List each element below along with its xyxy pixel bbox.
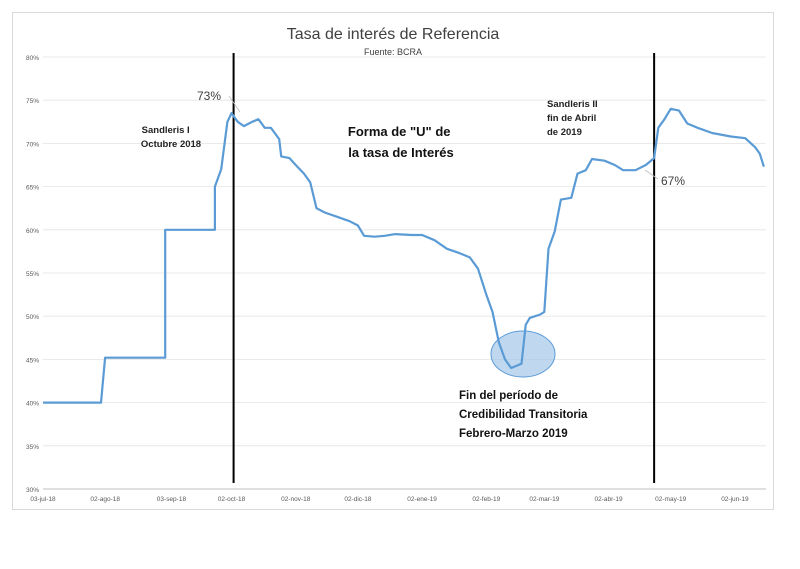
chart-frame: Tasa de interés de Referencia Fuente: BC… <box>12 12 774 510</box>
x-tick-label: 02-mar-19 <box>529 496 559 503</box>
y-tick-label: 60% <box>26 228 39 235</box>
x-tick-label: 02-oct-18 <box>218 496 246 503</box>
y-tick-label: 50% <box>26 314 39 321</box>
y-tick-label: 45% <box>26 357 39 364</box>
y-tick-label: 35% <box>26 444 39 451</box>
x-tick-label: 02-jun-19 <box>721 496 749 503</box>
y-axis-ticks: 30% 35% 40% 45% 50% 55% 60% 65% 70% 75% 80% <box>26 55 39 494</box>
x-tick-label: 03-jul-18 <box>30 496 56 503</box>
end-leader-line <box>644 169 659 180</box>
sandleris1-label: Sandleris I Octubre 2018 <box>141 125 201 150</box>
x-tick-label: 03-sep-18 <box>157 496 187 503</box>
series-line <box>43 107 765 404</box>
x-tick-label: 02-dic-18 <box>344 496 371 503</box>
grid-lines <box>43 56 766 490</box>
y-tick-label: 80% <box>26 55 39 62</box>
x-tick-label: 02-ago-18 <box>90 496 120 503</box>
x-tick-label: 02-may-19 <box>655 496 686 503</box>
y-tick-label: 55% <box>26 271 39 278</box>
y-tick-label: 65% <box>26 185 39 192</box>
end-label: 67% <box>661 174 685 188</box>
sandleris2-label: Sandleris II fin de Abril de 2019 <box>547 99 600 138</box>
y-tick-label: 70% <box>26 141 39 148</box>
x-axis-ticks: 03-jul-18 02-ago-18 03-sep-18 02-oct-18 02-n… <box>30 496 749 503</box>
x-tick-label: 02-feb-19 <box>472 496 500 503</box>
x-tick-label: 02-abr-19 <box>594 496 623 503</box>
y-tick-label: 30% <box>26 487 39 494</box>
peak-leader-line <box>228 95 241 113</box>
chart-subtitle: Fuente: BCRA <box>364 47 422 57</box>
forma-u-label: Forma de "U" de la tasa de Interés <box>348 124 454 160</box>
x-tick-label: 02-nov-18 <box>281 496 311 503</box>
chart-title: Tasa de interés de Referencia <box>287 26 500 43</box>
y-tick-label: 40% <box>26 401 39 408</box>
vertical-markers <box>232 53 656 483</box>
rate-chart: Tasa de interés de Referencia Fuente: BC… <box>26 26 766 503</box>
x-tick-label: 02-ene-19 <box>407 496 437 503</box>
y-tick-label: 75% <box>26 98 39 105</box>
fin-periodo-label: Fin del período de Credibilidad Transito… <box>459 390 591 440</box>
peak-label: 73% <box>197 89 221 103</box>
